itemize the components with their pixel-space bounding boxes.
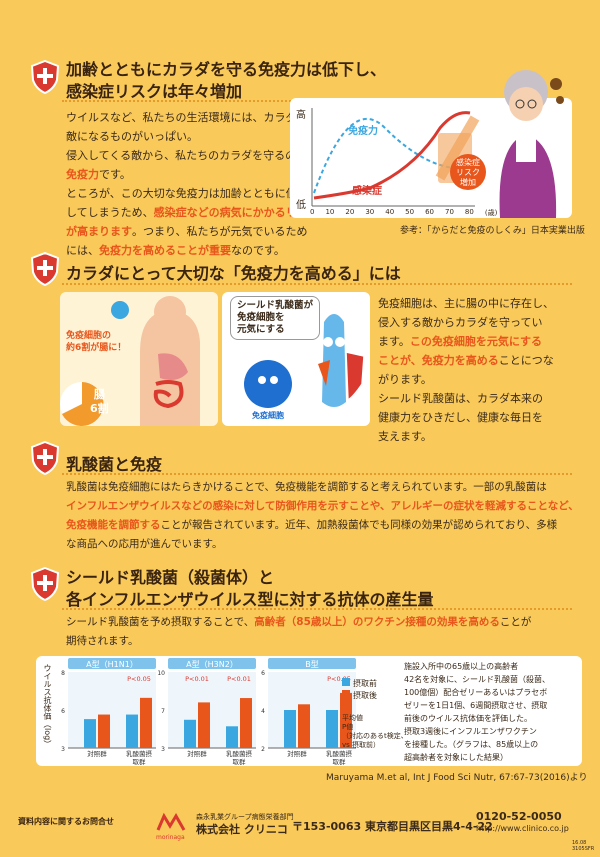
chart-category-label: 対照群	[87, 749, 107, 758]
chart-y-tick: 3	[161, 746, 165, 753]
shield-icon	[30, 60, 60, 94]
footer-company: 株式会社 クリニコ	[196, 823, 288, 836]
chart-y-tick: 3	[61, 746, 65, 753]
bar-after	[140, 697, 152, 748]
chart-category-label: 対照群	[187, 749, 207, 758]
p-value-label: P<0.01	[185, 675, 209, 683]
shield-icon	[30, 252, 60, 286]
chart-y-tick: 6	[261, 670, 265, 677]
morinaga-logo	[156, 812, 186, 834]
footer-group: 森永乳業グループ病態栄養部門	[196, 813, 294, 821]
y-axis-high: 高	[296, 110, 306, 121]
section4-title-line2: 各インフルエンザウイルス型に対する抗体の産生量	[66, 590, 434, 609]
chart-title: B型	[305, 660, 319, 669]
footer-code1: 16.08	[572, 840, 587, 846]
chart-title-bar	[268, 658, 356, 669]
x-axis-ticks: 0 10 20 30 40 50 60 70 80 (歳)	[310, 208, 498, 217]
p-value-label: P<0.01	[227, 675, 251, 683]
mascot-illustration: シールド乳酸菌が 免疫細胞を 元気にする 免疫細胞	[222, 292, 370, 426]
chart-y-tick: 7	[161, 708, 165, 715]
immune-cell-label: 免疫細胞	[252, 411, 284, 420]
gut-illustration: 免疫細胞の 約6割が腸に！ 腸 6割	[60, 292, 218, 426]
chart-title: A型（H1N1）	[86, 660, 138, 669]
chart-category-label: 乳酸菌摂	[226, 749, 253, 758]
shield-icon	[30, 441, 60, 475]
section1-text: ウイルスなど、私たちの生活環境には、カラダの 敵になるものがいっぱい。 侵入して…	[66, 111, 319, 257]
legend-after: 摂取後	[342, 690, 377, 702]
bar-after	[340, 692, 352, 748]
elderly-woman-illustration	[499, 70, 564, 218]
chart-y-tick: 8	[61, 670, 65, 677]
chart-category-label: 取群	[233, 757, 247, 766]
chart-note: 平均値 P値 （対応のあるt検定、 vs 摂取前）	[342, 714, 408, 749]
immunity-label: 免疫力	[348, 126, 378, 137]
gut-label-1: 免疫細胞の	[66, 331, 112, 341]
mascot-speech-bubble: シールド乳酸菌が 免疫細胞を 元気にする	[230, 296, 321, 340]
bar-before	[326, 710, 338, 748]
bar-before	[126, 714, 138, 748]
p-value-label: P<0.05	[127, 675, 151, 683]
chart-category-label: 乳酸菌摂	[126, 749, 153, 758]
risk-increase-badge: 感染症 リスク 増加	[450, 154, 486, 190]
bar-before	[184, 719, 196, 748]
bar-before	[284, 710, 296, 748]
footer-inquiry: 資料内容に関するお問合せ	[18, 817, 114, 826]
p-value-label: P<0.05	[327, 675, 351, 683]
bar-after	[98, 714, 110, 748]
gut-text-intestine: 腸	[93, 388, 105, 401]
y-axis-low: 低	[296, 200, 306, 211]
footer-phone[interactable]: 0120-52-0050	[476, 810, 562, 823]
chart-y-tick: 6	[61, 708, 65, 715]
study-description: 施設入所中の65歳以上の高齢者 42名を対象に、シールド乳酸菌（殺菌、 100億個）…	[404, 662, 550, 762]
chart-y-tick: 4	[261, 708, 265, 715]
section3-text: 乳酸菌は免疫細胞にはたらきかけることで、免疫機能を調節すると考えられています。一…	[66, 481, 579, 550]
footer: 資料内容に関するお問合せ 森永乳業グループ病態栄養部門 株式会社 クリニコ 〒1…	[0, 808, 600, 857]
section1-title-line1: 加齢とともにカラダを守る免疫力は低下し、	[66, 60, 387, 79]
chart-category-label: 取群	[133, 757, 147, 766]
section2-title: カラダにとって大切な「免疫力を高める」には	[66, 264, 401, 283]
bar-after	[240, 698, 252, 748]
bar-before	[226, 726, 238, 748]
gut-text-ratio: 6割	[90, 402, 109, 415]
age-immunity-graph: 高 低 免疫力 感染症 感染症 リスク 増加 0 10 20 30 40 50 60 70 80…	[290, 70, 572, 218]
gut-label-2: 約6割が腸に！	[66, 343, 127, 353]
bar-after	[298, 704, 310, 748]
chart-title-bar	[68, 658, 156, 669]
chart-y-tick: 10	[157, 670, 165, 677]
bar-before	[84, 719, 96, 748]
study-citation: Maruyama M.et al, Int J Food Sci Nutr, 6…	[326, 773, 588, 783]
chart-y-label: ウイルス抗体価（log）	[43, 664, 52, 749]
chart-title-bar	[168, 658, 256, 669]
chart-title: A型（H3N2）	[186, 660, 238, 669]
section4-text: シールド乳酸菌を予め摂取することで、高齢者（85歳以上）のワクチン接種の効果を高…	[66, 616, 532, 647]
bar-after	[198, 702, 210, 748]
infection-label: 感染症	[352, 186, 382, 197]
antibody-charts-panel: ウイルス抗体価（log） A型（H1N1） 3 6 8 対照群 乳酸菌摂 取群 P<0.05 A…	[36, 656, 582, 766]
chart-category-label: 取群	[333, 757, 347, 766]
shield-icon	[30, 567, 60, 601]
section1-title-line2: 感染症リスクは年々増加	[66, 82, 243, 101]
section4-title-line1: シールド乳酸菌（殺菌体）と	[66, 568, 275, 587]
graph-reference: 参考：「からだと免疫のしくみ」日本実業出版	[400, 226, 585, 236]
footer-code2: 3105SFR	[572, 846, 595, 852]
footer-address: 〒153-0063 東京都目黒区目黒4-4-22	[292, 820, 493, 833]
section2-text: 免疫細胞は、主に腸の中に存在し、 侵入する敵からカラダを守ってい ます。この免疫…	[378, 297, 554, 443]
chart-y-tick: 2	[261, 746, 265, 753]
chart-category-label: 対照群	[287, 749, 307, 758]
legend-before: 摂取前	[342, 678, 377, 690]
morinaga-wordmark: morinaga	[156, 834, 185, 841]
section3-title: 乳酸菌と免疫	[66, 455, 163, 474]
chart-category-label: 乳酸菌摂	[326, 749, 353, 758]
footer-url[interactable]: http://www.clinico.co.jp	[476, 824, 569, 833]
